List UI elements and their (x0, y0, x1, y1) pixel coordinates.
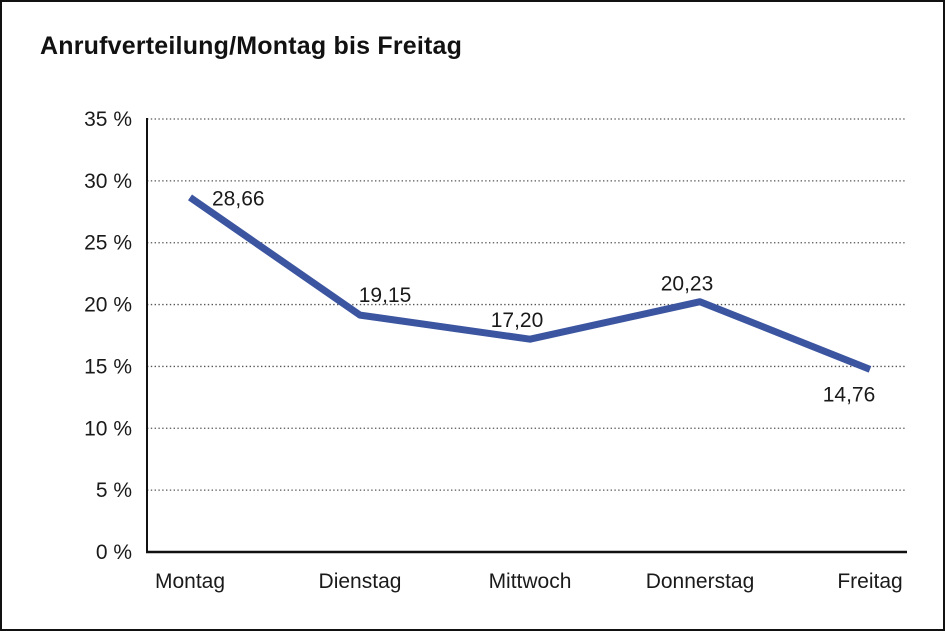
x-category-label-freitag: Freitag (837, 570, 902, 593)
y-tick-label-30: 30 % (84, 170, 132, 193)
y-tick-label-5: 5 % (96, 479, 132, 502)
y-tick-label-35: 35 % (84, 108, 132, 131)
data-label-dienstag: 19,15 (359, 284, 412, 307)
y-tick-label-0: 0 % (96, 541, 132, 564)
x-category-label-montag: Montag (155, 570, 225, 593)
x-category-label-dienstag: Dienstag (319, 570, 402, 593)
x-category-label-mittwoch: Mittwoch (489, 570, 572, 593)
data-label-mittwoch: 17,20 (491, 309, 544, 332)
y-tick-label-10: 10 % (84, 417, 132, 440)
chart-title: Anrufverteilung/Montag bis Freitag (40, 32, 463, 60)
data-label-donnerstag: 20,23 (661, 273, 714, 296)
x-category-label-donnerstag: Donnerstag (646, 570, 755, 593)
data-label-montag: 28,66 (212, 187, 265, 210)
data-series-line (188, 194, 872, 373)
y-tick-label-15: 15 % (84, 355, 132, 378)
data-label-freitag: 14,76 (823, 383, 876, 406)
y-tick-label-20: 20 % (84, 294, 132, 317)
y-tick-label-25: 25 % (84, 232, 132, 255)
